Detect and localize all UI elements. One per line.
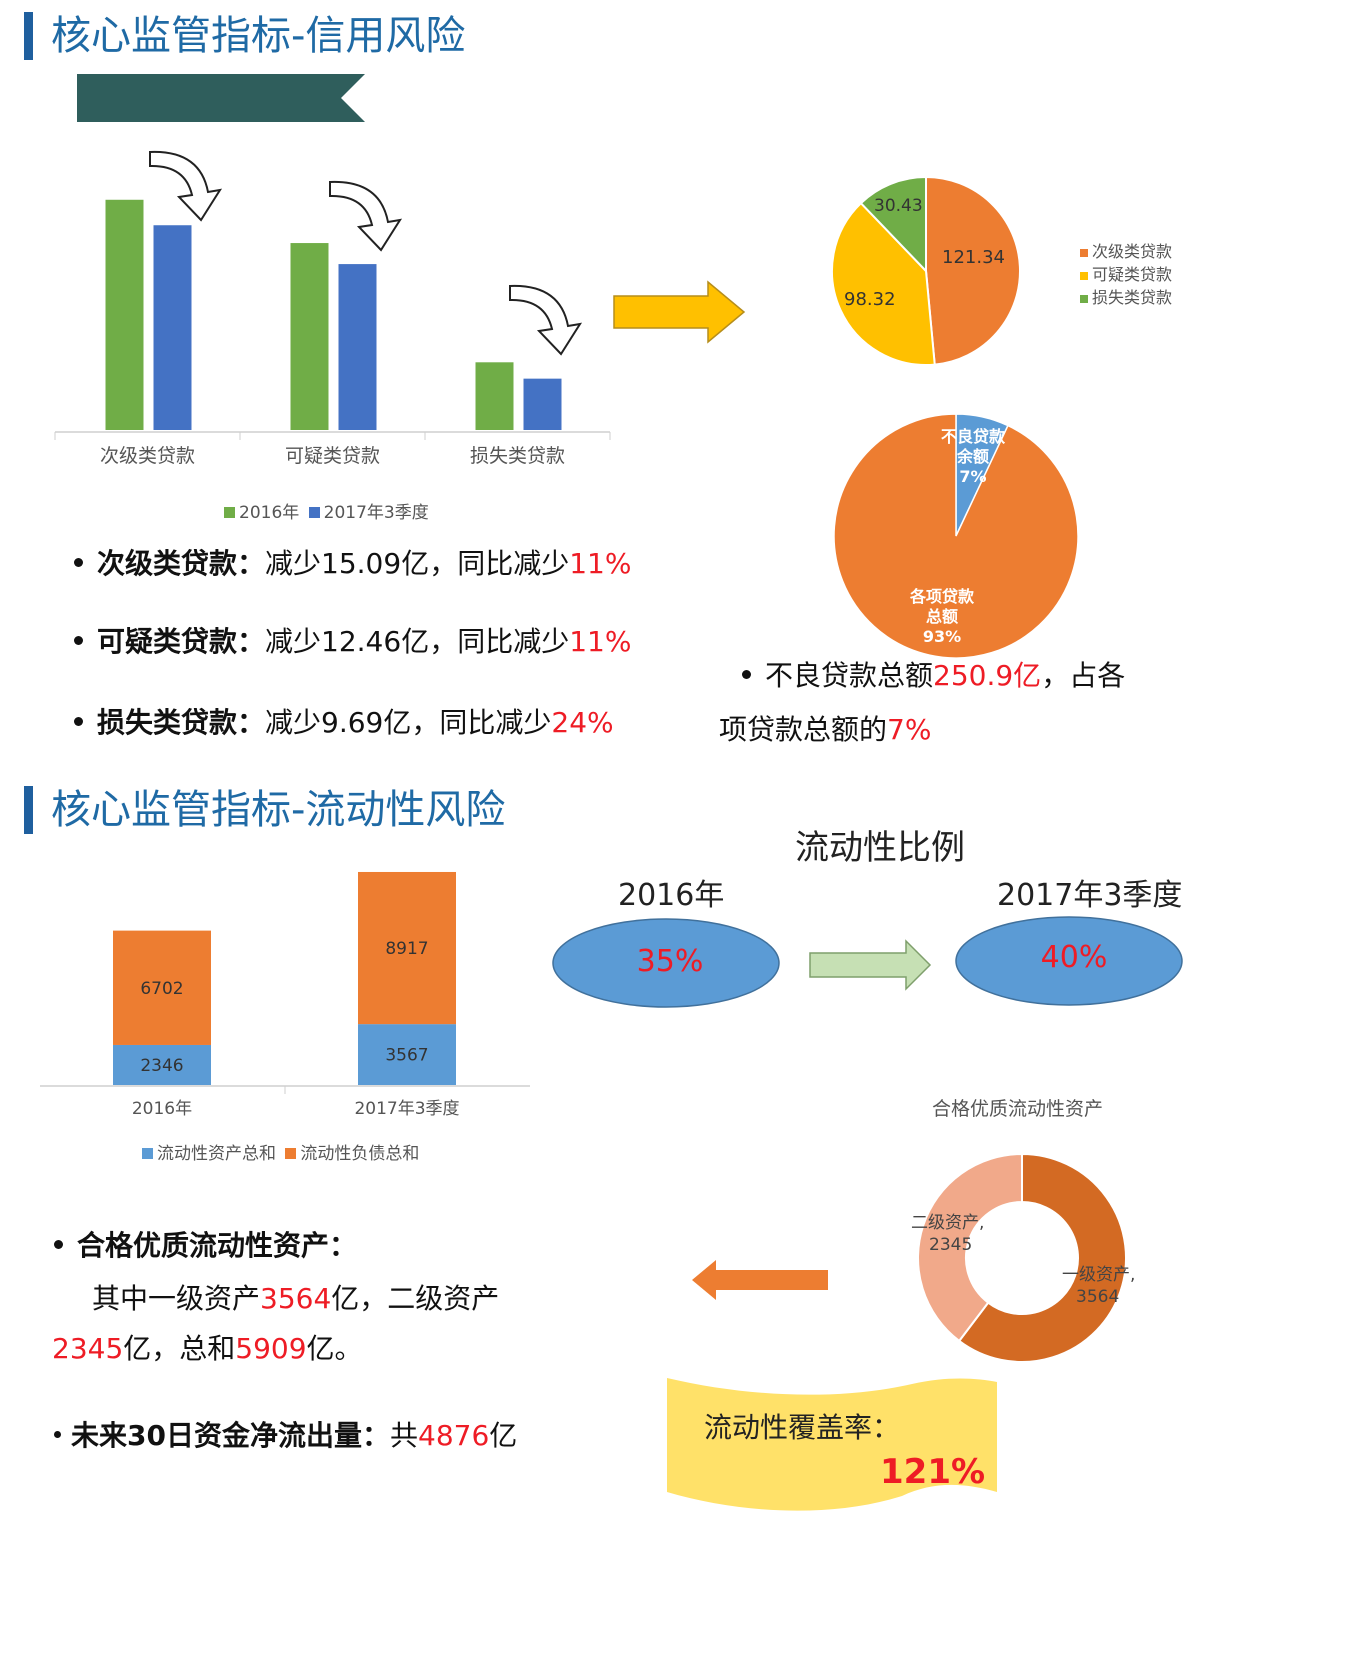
bar-2016 [475, 362, 514, 430]
credit-bullet-3: 损失类贷款：减少9.69亿，同比减少24% [74, 703, 614, 743]
liquidity-bar-chart: 2346 6702 3567 8917 2016年 2017年3季度 [40, 871, 530, 1119]
donut-seg1-label-1: 一级资产, [1062, 1265, 1135, 1285]
ratio-from-ellipse [552, 918, 780, 1008]
down-arrow-icon [149, 150, 223, 222]
donut-seg2-label-1: 二级资产, [911, 1213, 984, 1233]
down-arrow-icon [509, 284, 583, 356]
pie-label-1: 121.34 [942, 247, 1005, 268]
npl-small-label-1: 不良贷款 [941, 427, 1006, 446]
x-tick-label: 损失类贷款 [470, 445, 565, 467]
x-tick-label: 次级类贷款 [100, 445, 195, 467]
liquidity-bar-legend: 流动性资产总和 流动性负债总和 [142, 1139, 419, 1164]
npl-large-label-2: 总额 [926, 607, 958, 626]
credit-bar-chart: 次级类贷款 可疑类贷款 损失类贷款 [54, 150, 611, 467]
ratio-title: 流动性比例 [795, 828, 965, 868]
legend-label: 流动性负债总和 [300, 1144, 420, 1164]
data-label: 2346 [140, 1056, 183, 1076]
section-title-credit: 核心监管指标-信用风险 [24, 12, 465, 60]
data-label: 8917 [385, 939, 428, 959]
legend-swatch-orange [285, 1147, 297, 1159]
hqla-bullet: 合格优质流动性资产： [54, 1226, 357, 1266]
section-title-liquidity: 核心监管指标-流动性风险 [24, 786, 505, 834]
credit-pie-chart: 121.34 98.32 30.43 [831, 175, 1021, 366]
ratio-to-ellipse [955, 916, 1183, 1006]
donut-segment [917, 1152, 1023, 1343]
bar-2017q3 [523, 378, 562, 430]
legend-label: 2016年 [239, 503, 300, 523]
right-arrow-icon [809, 939, 932, 991]
legend-label: 可疑类贷款 [1092, 265, 1173, 284]
right-arrow-icon [613, 280, 746, 344]
legend-swatch-yellow [1080, 272, 1088, 280]
npl-small-label-3: 7% [959, 467, 986, 486]
legend-swatch-green [1080, 295, 1088, 303]
pie-slice [833, 413, 1079, 659]
legend-swatch-orange [1080, 249, 1088, 257]
donut-seg2-label-2: 2345 [929, 1235, 972, 1255]
stack-segment [113, 1044, 211, 1085]
stack-segment [358, 871, 456, 1025]
legend-label: 损失类贷款 [1092, 288, 1173, 307]
coverage-banner [667, 1378, 997, 1511]
pie-slice [859, 175, 927, 274]
bar-2016 [105, 199, 144, 430]
data-label: 6702 [140, 979, 183, 999]
hqla-donut-chart: 二级资产, 2345 一级资产, 3564 [911, 1152, 1135, 1363]
down-arrow-icon [329, 180, 403, 252]
stack-segment [358, 1024, 456, 1085]
ratio-to-value: 40% [1041, 940, 1108, 975]
legend-label: 2017年3季度 [323, 503, 429, 523]
pie-slice [925, 175, 1021, 366]
bar-2017q3 [338, 264, 377, 430]
npl-large-label-3: 93% [923, 627, 961, 646]
npl-pie-chart: 不良贷款 余额 7% 各项贷款 总额 93% [833, 413, 1079, 659]
credit-bullet-2: 可疑类贷款：减少12.46亿，同比减少11% [74, 622, 631, 662]
npl-large-label-1: 各项贷款 [909, 587, 975, 606]
legend-label: 次级类贷款 [1092, 242, 1173, 261]
npl-small-label-2: 余额 [956, 447, 989, 466]
x-tick-label: 2016年 [132, 1099, 192, 1119]
pie-label-2: 98.32 [844, 289, 896, 310]
x-tick-label: 可疑类贷款 [285, 445, 380, 467]
ribbon-banner [77, 74, 365, 122]
data-label: 3567 [385, 1046, 428, 1066]
outflow-bullet: 未来30日资金净流出量：共4876亿 [54, 1416, 517, 1456]
pie-slice [831, 201, 936, 366]
credit-bullet-1: 次级类贷款：减少15.09亿，同比减少11% [74, 544, 631, 584]
hqla-line-1: 其中一级资产3564亿，二级资产 [92, 1282, 500, 1315]
donut-seg1-label-2: 3564 [1076, 1287, 1119, 1307]
ratio-diagram: 35% 40% [552, 916, 1183, 1008]
ratio-to-label: 2017年3季度 [997, 878, 1183, 913]
donut-title: 合格优质流动性资产 [932, 1098, 1104, 1120]
left-arrow-icon [692, 1260, 828, 1300]
x-tick-label: 2017年3季度 [354, 1099, 459, 1119]
coverage-label: 流动性覆盖率： [704, 1411, 901, 1444]
legend-swatch-blue [142, 1147, 153, 1159]
legend-label: 流动性资产总和 [157, 1144, 276, 1164]
credit-bar-legend: 2016年 2017年3季度 [224, 498, 429, 523]
donut-segment [957, 1152, 1127, 1363]
pie-label-3: 30.43 [874, 196, 923, 216]
coverage-value: 121% [880, 1452, 986, 1492]
npl-note: 不良贷款总额250.9亿，占各 项贷款总额的7% [719, 659, 1126, 746]
legend-swatch-blue [308, 506, 320, 518]
legend-swatch-green [224, 506, 235, 518]
bar-2016 [290, 243, 329, 430]
ratio-from-label: 2016年 [618, 878, 725, 913]
bar-2017q3 [153, 225, 192, 430]
ratio-from-value: 35% [637, 944, 704, 979]
hqla-line-2: 2345亿，总和5909亿。 [52, 1332, 363, 1365]
credit-pie-legend: 次级类贷款 可疑类贷款 损失类贷款 [1080, 240, 1172, 309]
stack-segment [113, 930, 211, 1045]
